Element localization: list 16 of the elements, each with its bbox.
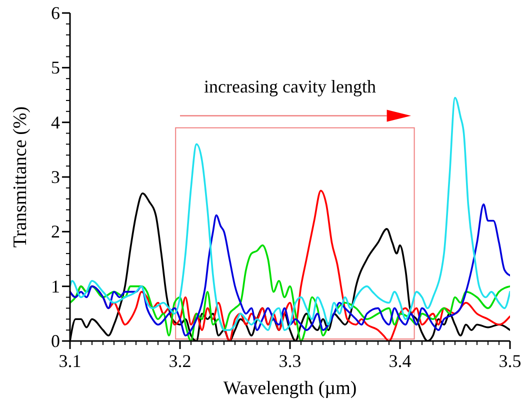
- x-tick-label: 3.3: [278, 351, 302, 371]
- annotation: increasing cavity length: [204, 76, 376, 96]
- y-tick-label: 3: [51, 167, 60, 187]
- y-axis-title: Transmittance (%): [10, 106, 31, 248]
- x-tick-label: 3.2: [168, 351, 192, 371]
- line-series: [70, 96, 510, 331]
- x-tick-label: 3.4: [388, 351, 412, 371]
- x-axis-title: Wavelength (µm): [223, 378, 357, 399]
- x-tick-label: 3.5: [498, 351, 522, 371]
- y-tick-label: 0: [51, 331, 60, 351]
- y-tick-label: 1: [51, 276, 60, 296]
- y-tick-label: 5: [51, 58, 60, 78]
- x-tick-label: 3.1: [58, 351, 82, 371]
- y-tick-label: 6: [51, 3, 60, 23]
- y-tick-label: 2: [51, 222, 60, 242]
- y-tick-label: 4: [51, 112, 60, 132]
